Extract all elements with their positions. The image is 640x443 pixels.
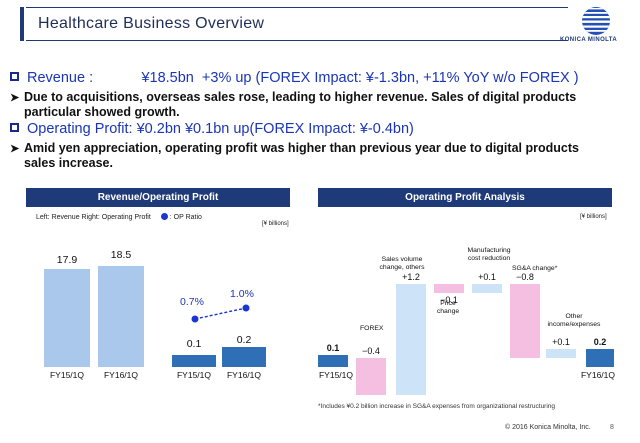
- title-bar: Healthcare Business Overview: [20, 7, 568, 41]
- waterfall-value-label: −0.4: [362, 345, 380, 356]
- square-bullet-icon: [10, 72, 19, 81]
- op-value-label: 0.2: [236, 334, 252, 346]
- page-title: Healthcare Business Overview: [38, 15, 265, 32]
- waterfall-category-label: SG&A change*: [512, 265, 558, 272]
- waterfall-category-label: Price change: [436, 300, 460, 315]
- profit-summary-text: Operating Profit: ¥0.2bn ¥0.1bn up(FOREX…: [27, 121, 414, 137]
- waterfall-bar: [434, 284, 464, 294]
- waterfall-value-label: 0.2: [593, 336, 607, 347]
- revenue-summary-text: Revenue : ¥18.5bn +3% up (FOREX Impact: …: [27, 70, 579, 86]
- right-unit-label: [¥ billions]: [580, 214, 607, 220]
- title-accent: [20, 7, 24, 41]
- profit-summary: Operating Profit: ¥0.2bn ¥0.1bn up(FOREX…: [10, 121, 414, 137]
- profit-note-line-1: Amid yen appreciation, operating profit …: [24, 141, 579, 155]
- waterfall-category-label: Other income/expenses: [547, 313, 601, 328]
- revenue-value-label: 17.9: [56, 254, 78, 266]
- waterfall-value-label: 0.1: [326, 343, 340, 353]
- square-bullet-icon: [10, 123, 19, 132]
- waterfall-value-label: +0.1: [552, 336, 570, 347]
- op-ratio-line: [191, 304, 250, 323]
- waterfall-value-label: +0.1: [478, 272, 496, 283]
- chart-legend: Left: Revenue Right: Operating Profit : …: [36, 213, 202, 221]
- waterfall-bar: [472, 284, 502, 294]
- revenue-profit-panel-heading: Revenue/Operating Profit: [26, 188, 290, 207]
- x-tick-label: FY15/1Q: [49, 370, 85, 380]
- company-logo-icon: [582, 7, 610, 35]
- waterfall-category-label: Manufacturing cost reduction: [467, 247, 511, 262]
- x-tick-label: FY15/1Q: [176, 370, 212, 380]
- profit-note-line-2: sales increase.: [24, 156, 113, 170]
- waterfall-bar: [546, 348, 576, 358]
- legend-marker-label: : OP Ratio: [169, 214, 202, 221]
- waterfall-bar: [396, 284, 426, 395]
- waterfall-category-label: FOREX: [360, 325, 384, 332]
- op-ratio-point: [191, 315, 199, 323]
- footnote: *Includes ¥0.2 billion increase in SG&A …: [318, 403, 556, 410]
- legend-text: Left: Revenue Right: Operating Profit: [36, 214, 151, 221]
- waterfall-value-label: +1.2: [402, 272, 420, 283]
- revenue-note-line-1: Due to acquisitions, overseas sales rose…: [24, 90, 577, 104]
- x-tick-label: FY16/1Q: [226, 370, 262, 380]
- page-number: 8: [610, 424, 614, 431]
- x-tick-label: FY15/1Q: [318, 370, 354, 380]
- arrow-bullet-icon: ➤: [10, 92, 20, 104]
- arrow-bullet-icon: ➤: [10, 143, 20, 155]
- profit-analysis-panel-heading: Operating Profit Analysis: [318, 188, 612, 207]
- revenue-value-label: 18.5: [110, 249, 132, 261]
- revenue-bar: [98, 266, 144, 367]
- op-ratio-point: [242, 304, 250, 312]
- op-ratio-label: 0.7%: [180, 296, 204, 308]
- logo-text: KONICA MINOLTA: [560, 37, 618, 43]
- waterfall-value-label: −0.1: [440, 295, 458, 306]
- op-bar: [222, 347, 266, 367]
- waterfall-bar: [356, 357, 386, 395]
- revenue-note-line-2: particular showed growth.: [24, 105, 180, 119]
- x-tick-label: FY16/1Q: [580, 370, 616, 380]
- copyright: © 2016 Konica Minolta, Inc.: [505, 424, 591, 431]
- left-unit-label: [¥ billions]: [262, 221, 289, 227]
- revenue-bar: [44, 269, 90, 367]
- revenue-summary: Revenue : ¥18.5bn +3% up (FOREX Impact: …: [10, 70, 579, 86]
- op-bar: [172, 355, 216, 367]
- profit-note: ➤ Amid yen appreciation, operating profit…: [10, 141, 579, 155]
- waterfall-bar: [318, 355, 348, 367]
- waterfall-bar: [510, 284, 540, 358]
- revenue-note: ➤ Due to acquisitions, overseas sales ros…: [10, 90, 576, 104]
- x-tick-label: FY16/1Q: [103, 370, 139, 380]
- op-ratio-marker-icon: [160, 213, 168, 220]
- waterfall-bar: [586, 348, 614, 367]
- waterfall-value-label: −0.8: [516, 272, 534, 283]
- op-value-label: 0.1: [186, 338, 202, 350]
- waterfall-category-label: Sales volume change, others: [379, 256, 425, 271]
- op-ratio-label: 1.0%: [230, 288, 254, 300]
